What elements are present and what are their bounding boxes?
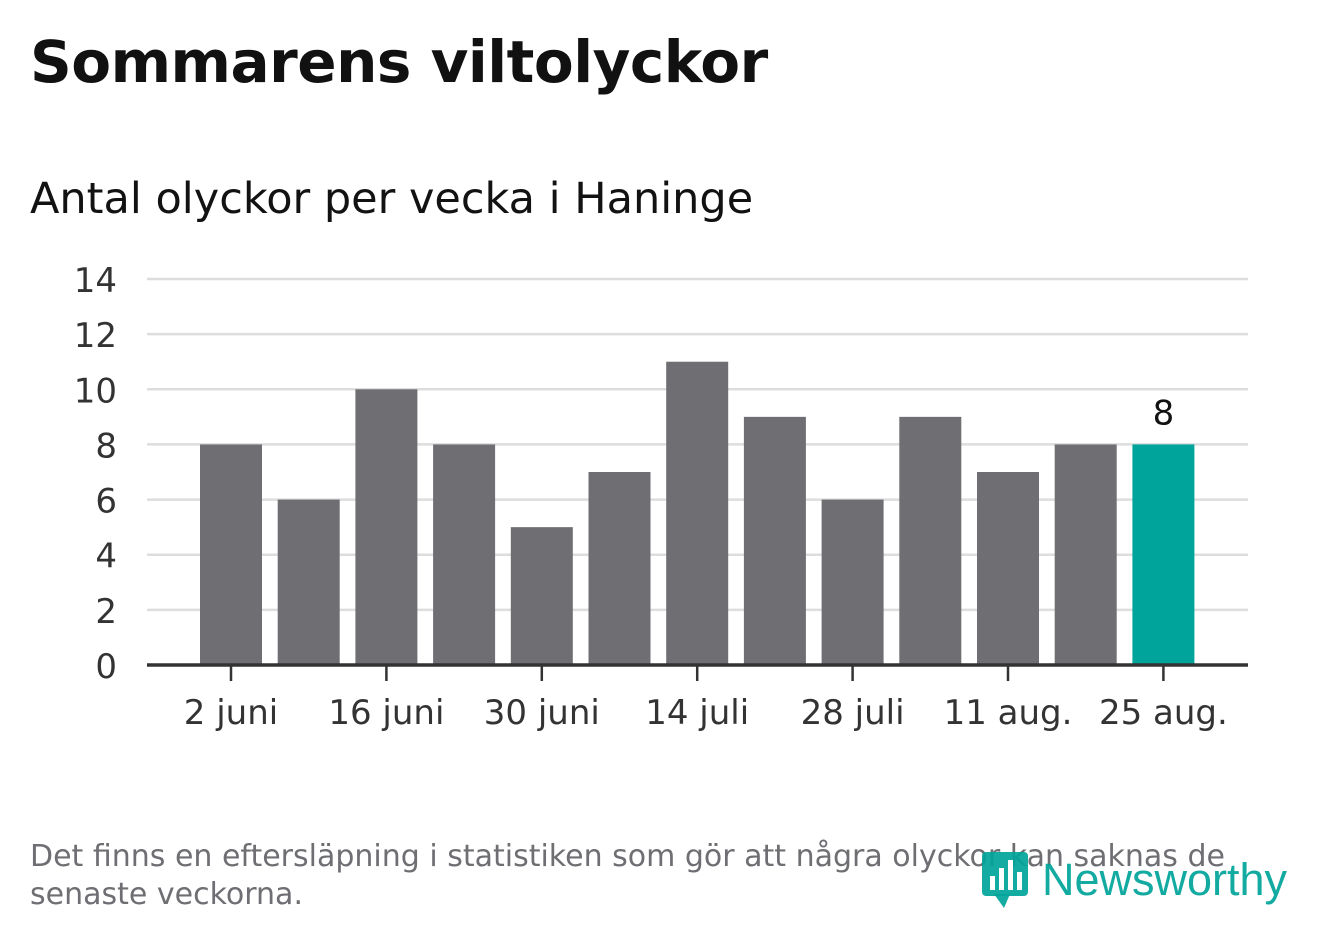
bar bbox=[588, 472, 651, 665]
bar bbox=[433, 444, 496, 665]
y-tick-label: 0 bbox=[95, 647, 117, 687]
data-label: 8 bbox=[1153, 393, 1175, 433]
bar-highlight bbox=[1132, 444, 1195, 665]
y-tick-label: 6 bbox=[95, 482, 117, 522]
y-tick-label: 12 bbox=[74, 316, 117, 356]
bar bbox=[510, 527, 573, 665]
x-tick-label: 16 juni bbox=[328, 693, 444, 733]
y-tick-label: 10 bbox=[74, 371, 117, 411]
bar bbox=[277, 499, 340, 665]
y-tick-label: 14 bbox=[74, 261, 117, 301]
logo-text: Newsworthy bbox=[1042, 854, 1288, 905]
y-tick-label: 8 bbox=[95, 426, 117, 466]
bar bbox=[200, 444, 262, 665]
bar-chart: 0 2 4 6 8 10 12 14 8 2 juni 16 juni 30 juni 14 juli 2… bbox=[74, 261, 1248, 733]
bar bbox=[899, 416, 962, 665]
x-tick-label: 2 juni bbox=[184, 693, 278, 733]
chart-subtitle: Antal olyckor per vecka i Haninge bbox=[30, 174, 754, 224]
bar bbox=[666, 361, 729, 665]
chart-title: Sommarens viltolyckor bbox=[30, 28, 768, 96]
x-tick-label: 28 juli bbox=[801, 693, 905, 733]
bar bbox=[1054, 444, 1117, 665]
y-tick-label: 4 bbox=[95, 537, 117, 577]
x-tick-label: 14 juli bbox=[645, 693, 749, 733]
x-tick-label: 25 aug. bbox=[1099, 693, 1228, 733]
newsworthy-logo-icon bbox=[982, 852, 1028, 908]
y-tick-label: 2 bbox=[95, 592, 117, 632]
bar bbox=[977, 472, 1039, 665]
newsworthy-logo: Newsworthy bbox=[980, 850, 1287, 910]
bar bbox=[743, 416, 806, 665]
bar bbox=[821, 499, 884, 665]
x-tick-label: 11 aug. bbox=[944, 693, 1073, 733]
x-tick-label: 30 juni bbox=[484, 693, 600, 733]
bar bbox=[355, 389, 418, 665]
